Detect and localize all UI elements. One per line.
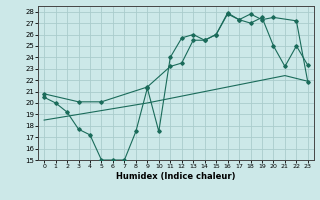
X-axis label: Humidex (Indice chaleur): Humidex (Indice chaleur) — [116, 172, 236, 181]
